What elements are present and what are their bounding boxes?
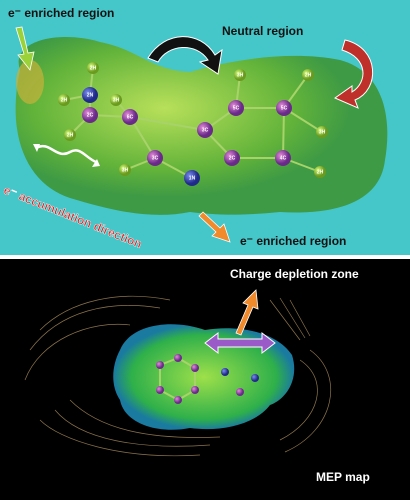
label: Charge depletion zone xyxy=(230,267,359,281)
atom-label: 2N xyxy=(87,92,94,98)
atom-label: 5C xyxy=(281,105,288,111)
arrow-red xyxy=(333,39,374,109)
atom xyxy=(82,107,98,123)
atom xyxy=(110,94,122,106)
atom-label: 2H xyxy=(317,169,324,175)
atom-label: 5C xyxy=(233,105,240,111)
atom xyxy=(316,126,328,138)
atom xyxy=(197,122,213,138)
atom-label: 2H xyxy=(67,132,74,138)
atom xyxy=(82,87,98,103)
atom-label: 3C xyxy=(202,127,209,133)
atom xyxy=(275,150,291,166)
atom-label: 2C xyxy=(229,155,236,161)
atom-label: 3H xyxy=(319,129,326,135)
contours xyxy=(24,295,332,457)
arrow-orange xyxy=(198,211,231,243)
atom xyxy=(87,62,99,74)
atom-label: 3H xyxy=(113,97,120,103)
atom xyxy=(224,150,240,166)
arrow-green xyxy=(15,26,35,71)
rich-spot xyxy=(16,60,44,104)
atom xyxy=(228,100,244,116)
atom xyxy=(64,129,76,141)
label: MEP map xyxy=(316,470,370,484)
label: Neutral region xyxy=(222,24,303,38)
atoms: 2H 2N 2H 3H 2C 6C 2H 3C 3H 1N 3C 5C 3H 5C 2H 2C 4C 3H 2H xyxy=(58,62,328,186)
atom xyxy=(184,170,200,186)
atom-label: 3C xyxy=(152,155,159,161)
atom-label: 2C xyxy=(87,112,94,118)
atom-label: 2H xyxy=(305,72,312,78)
atom xyxy=(58,94,70,106)
atom-label: 6C xyxy=(127,114,134,120)
atom xyxy=(119,164,131,176)
arrow-purple xyxy=(204,331,276,355)
atom-label: 4C xyxy=(280,155,287,161)
atom-label: 3H xyxy=(237,72,244,78)
arrow-orange xyxy=(235,289,259,336)
atom xyxy=(276,100,292,116)
arrow-black xyxy=(147,36,223,75)
ring xyxy=(156,354,259,404)
atom-label: 1N xyxy=(189,175,196,181)
arrow-wavy xyxy=(35,144,97,164)
atom xyxy=(147,150,163,166)
atom-label: 2H xyxy=(61,97,68,103)
atom-label: 2H xyxy=(90,65,97,71)
atom xyxy=(314,166,326,178)
label: e⁻ enriched region xyxy=(8,6,114,20)
mep-surface xyxy=(113,324,295,430)
atom xyxy=(234,69,246,81)
atom xyxy=(302,69,314,81)
atom-label: 3H xyxy=(122,167,129,173)
label: e⁻ enriched region xyxy=(240,234,346,248)
atom xyxy=(122,109,138,125)
